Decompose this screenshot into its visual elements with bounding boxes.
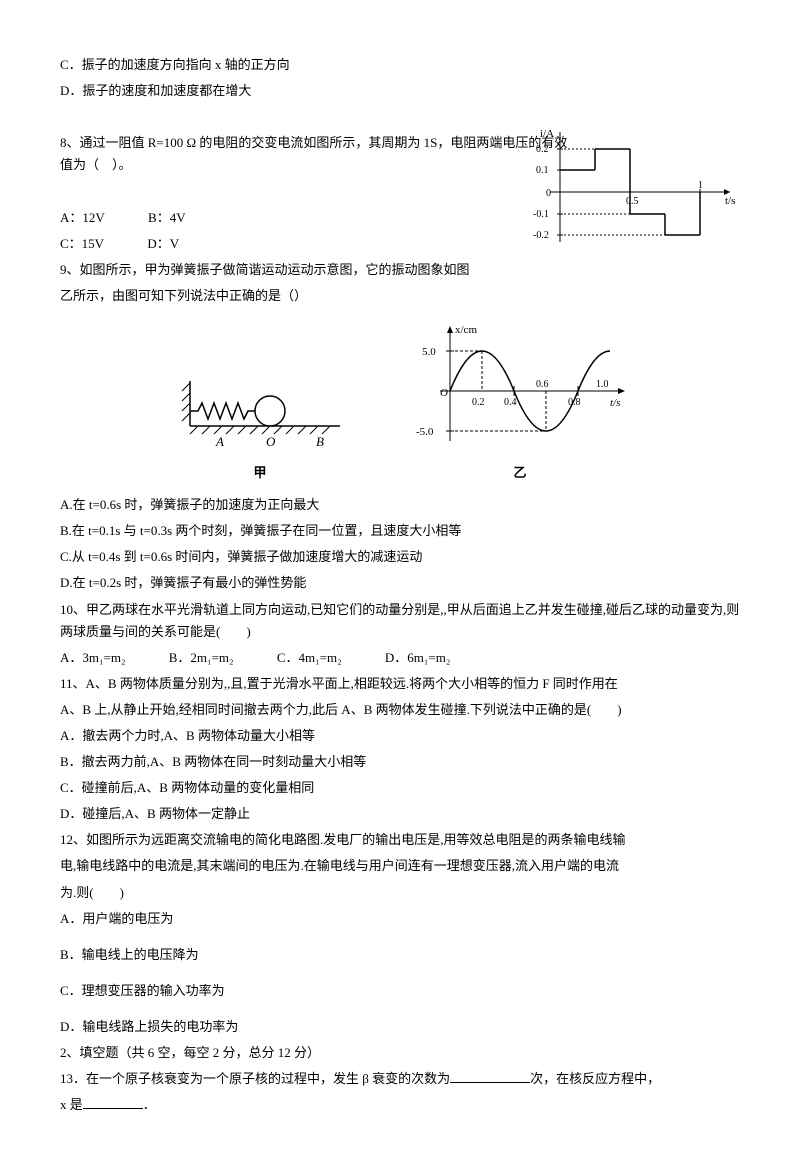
q9-option-c: C.从 t=0.4s 到 t=0.6s 时间内，弹簧振子做加速度增大的减速运动 xyxy=(60,546,740,568)
q13-stem-c: x 是 xyxy=(60,1097,83,1112)
q13-stem-b: 次，在核反应方程中， xyxy=(530,1071,660,1086)
svg-text:t/s: t/s xyxy=(725,195,735,207)
q10-option-d: D．6m₁=m₂ xyxy=(385,650,451,665)
q9-stem-b: 乙所示，由图可知下列说法中正确的是（） xyxy=(60,285,740,307)
q12-option-a: A．用户端的电压为 xyxy=(60,908,740,930)
q9-option-a: A.在 t=0.6s 时，弹簧振子的加速度为正向最大 xyxy=(60,494,740,516)
q11-stem-b: A、B 上,从静止开始,经相同时间撤去两个力,此后 A、B 两物体发生碰撞.下列… xyxy=(60,699,740,721)
q11-option-a: A．撤去两个力时,A、B 两物体动量大小相等 xyxy=(60,725,740,747)
svg-text:t/s: t/s xyxy=(610,397,620,409)
q9-stem-a: 9、如图所示，甲为弹簧振子做简谐运动运动示意图，它的振动图象如图 xyxy=(60,259,580,281)
q10-stem: 10、甲乙两球在水平光滑轨道上同方向运动,已知它们的动量分别是,,甲从后面追上乙… xyxy=(60,599,740,643)
q8-option-a: A：12V xyxy=(60,210,105,225)
svg-text:x/cm: x/cm xyxy=(455,324,477,336)
q8-option-d: D：V xyxy=(147,236,179,251)
q10-option-b: B．2m₁=m₂ xyxy=(169,650,234,665)
q12-stem-b: 电,输电线路中的电流是,其末端间的电压为.在输电线与用户间连有一理想变压器,流入… xyxy=(60,855,740,877)
q9-option-b: B.在 t=0.1s 与 t=0.3s 两个时刻，弹簧振子在同一位置，且速度大小… xyxy=(60,520,740,542)
q13-line1: 13．在一个原子核衰变为一个原子核的过程中，发生 β 衰变的次数为 次，在核反应方… xyxy=(60,1068,740,1090)
svg-text:A: A xyxy=(215,434,224,449)
q12-option-b: B．输电线上的电压降为 xyxy=(60,944,740,966)
svg-text:0.1: 0.1 xyxy=(536,165,549,176)
svg-text:O: O xyxy=(266,434,276,449)
svg-text:0: 0 xyxy=(546,188,551,199)
q8-option-b: B：4V xyxy=(148,210,186,225)
q13-blank1 xyxy=(450,1069,530,1083)
svg-text:0.2: 0.2 xyxy=(536,144,549,155)
q11-stem-a: 11、A、B 两物体质量分别为,,且,置于光滑水平面上,相距较远.将两个大小相等… xyxy=(60,673,740,695)
q12-stem-a: 12、如图所示为远距离交流输电的简化电路图.发电厂的输出电压是,用等效总电阻是的… xyxy=(60,829,740,851)
q7-option-c: C．振子的加速度方向指向 x 轴的正方向 xyxy=(60,54,740,76)
q13-blank2 xyxy=(83,1095,143,1109)
svg-text:B: B xyxy=(316,434,324,449)
q7-option-d: D．振子的速度和加速度都在增大 xyxy=(60,80,740,102)
svg-text:0.5: 0.5 xyxy=(626,196,639,207)
q11-option-d: D．碰撞后,A、B 两物体一定静止 xyxy=(60,803,740,825)
q13-stem-d: ． xyxy=(143,1097,156,1112)
q9-fig1: A O B 甲 xyxy=(170,371,350,484)
svg-text:5.0: 5.0 xyxy=(422,346,436,358)
q8-option-c: C：15V xyxy=(60,236,104,251)
q13-line2: x 是 ． xyxy=(60,1094,740,1116)
q12-stem-c: 为.则( ) xyxy=(60,882,740,904)
svg-text:-0.2: -0.2 xyxy=(533,230,549,241)
svg-text:0.2: 0.2 xyxy=(472,397,485,408)
svg-text:0.4: 0.4 xyxy=(504,397,517,408)
q9-option-d: D.在 t=0.2s 时，弹簧振子有最小的弹性势能 xyxy=(60,572,740,594)
q10-option-c: C．4m₁=m₂ xyxy=(277,650,342,665)
q8-stem: 8、通过一阻值 R=100 Ω 的电阻的交变电流如图所示，其周期为 1S，电阻两… xyxy=(60,132,580,176)
svg-text:0.8: 0.8 xyxy=(568,397,581,408)
q12-option-c: C．理想变压器的输入功率为 xyxy=(60,980,740,1002)
svg-text:O: O xyxy=(440,387,448,399)
section2-title: 2、填空题（共 6 空，每空 2 分，总分 12 分） xyxy=(60,1042,740,1064)
q9-fig2: x/cm t/s O 5.0 -5.0 0.2 0.4 0.6 0.8 1.0 xyxy=(410,321,630,484)
q10-option-a: A．3m₁=m₂ xyxy=(60,650,126,665)
svg-text:i/A: i/A xyxy=(540,128,554,140)
q8-graph: i/A t/s 0.2 0.1 0 -0.1 -0.2 0.5 1 xyxy=(530,122,740,259)
q11-option-b: B．撤去两力前,A、B 两物体在同一时刻动量大小相等 xyxy=(60,751,740,773)
svg-text:-5.0: -5.0 xyxy=(416,426,434,438)
q9-fig2-caption: 乙 xyxy=(410,462,630,484)
q13-stem-a: 13．在一个原子核衰变为一个原子核的过程中，发生 β 衰变的次数为 xyxy=(60,1071,450,1086)
svg-text:1.0: 1.0 xyxy=(596,379,609,390)
q9-fig1-caption: 甲 xyxy=(170,462,350,484)
svg-text:0.6: 0.6 xyxy=(536,379,549,390)
q12-option-d: D．输电线路上损失的电功率为 xyxy=(60,1016,740,1038)
q11-option-c: C．碰撞前后,A、B 两物体动量的变化量相同 xyxy=(60,777,740,799)
svg-text:-0.1: -0.1 xyxy=(533,209,549,220)
